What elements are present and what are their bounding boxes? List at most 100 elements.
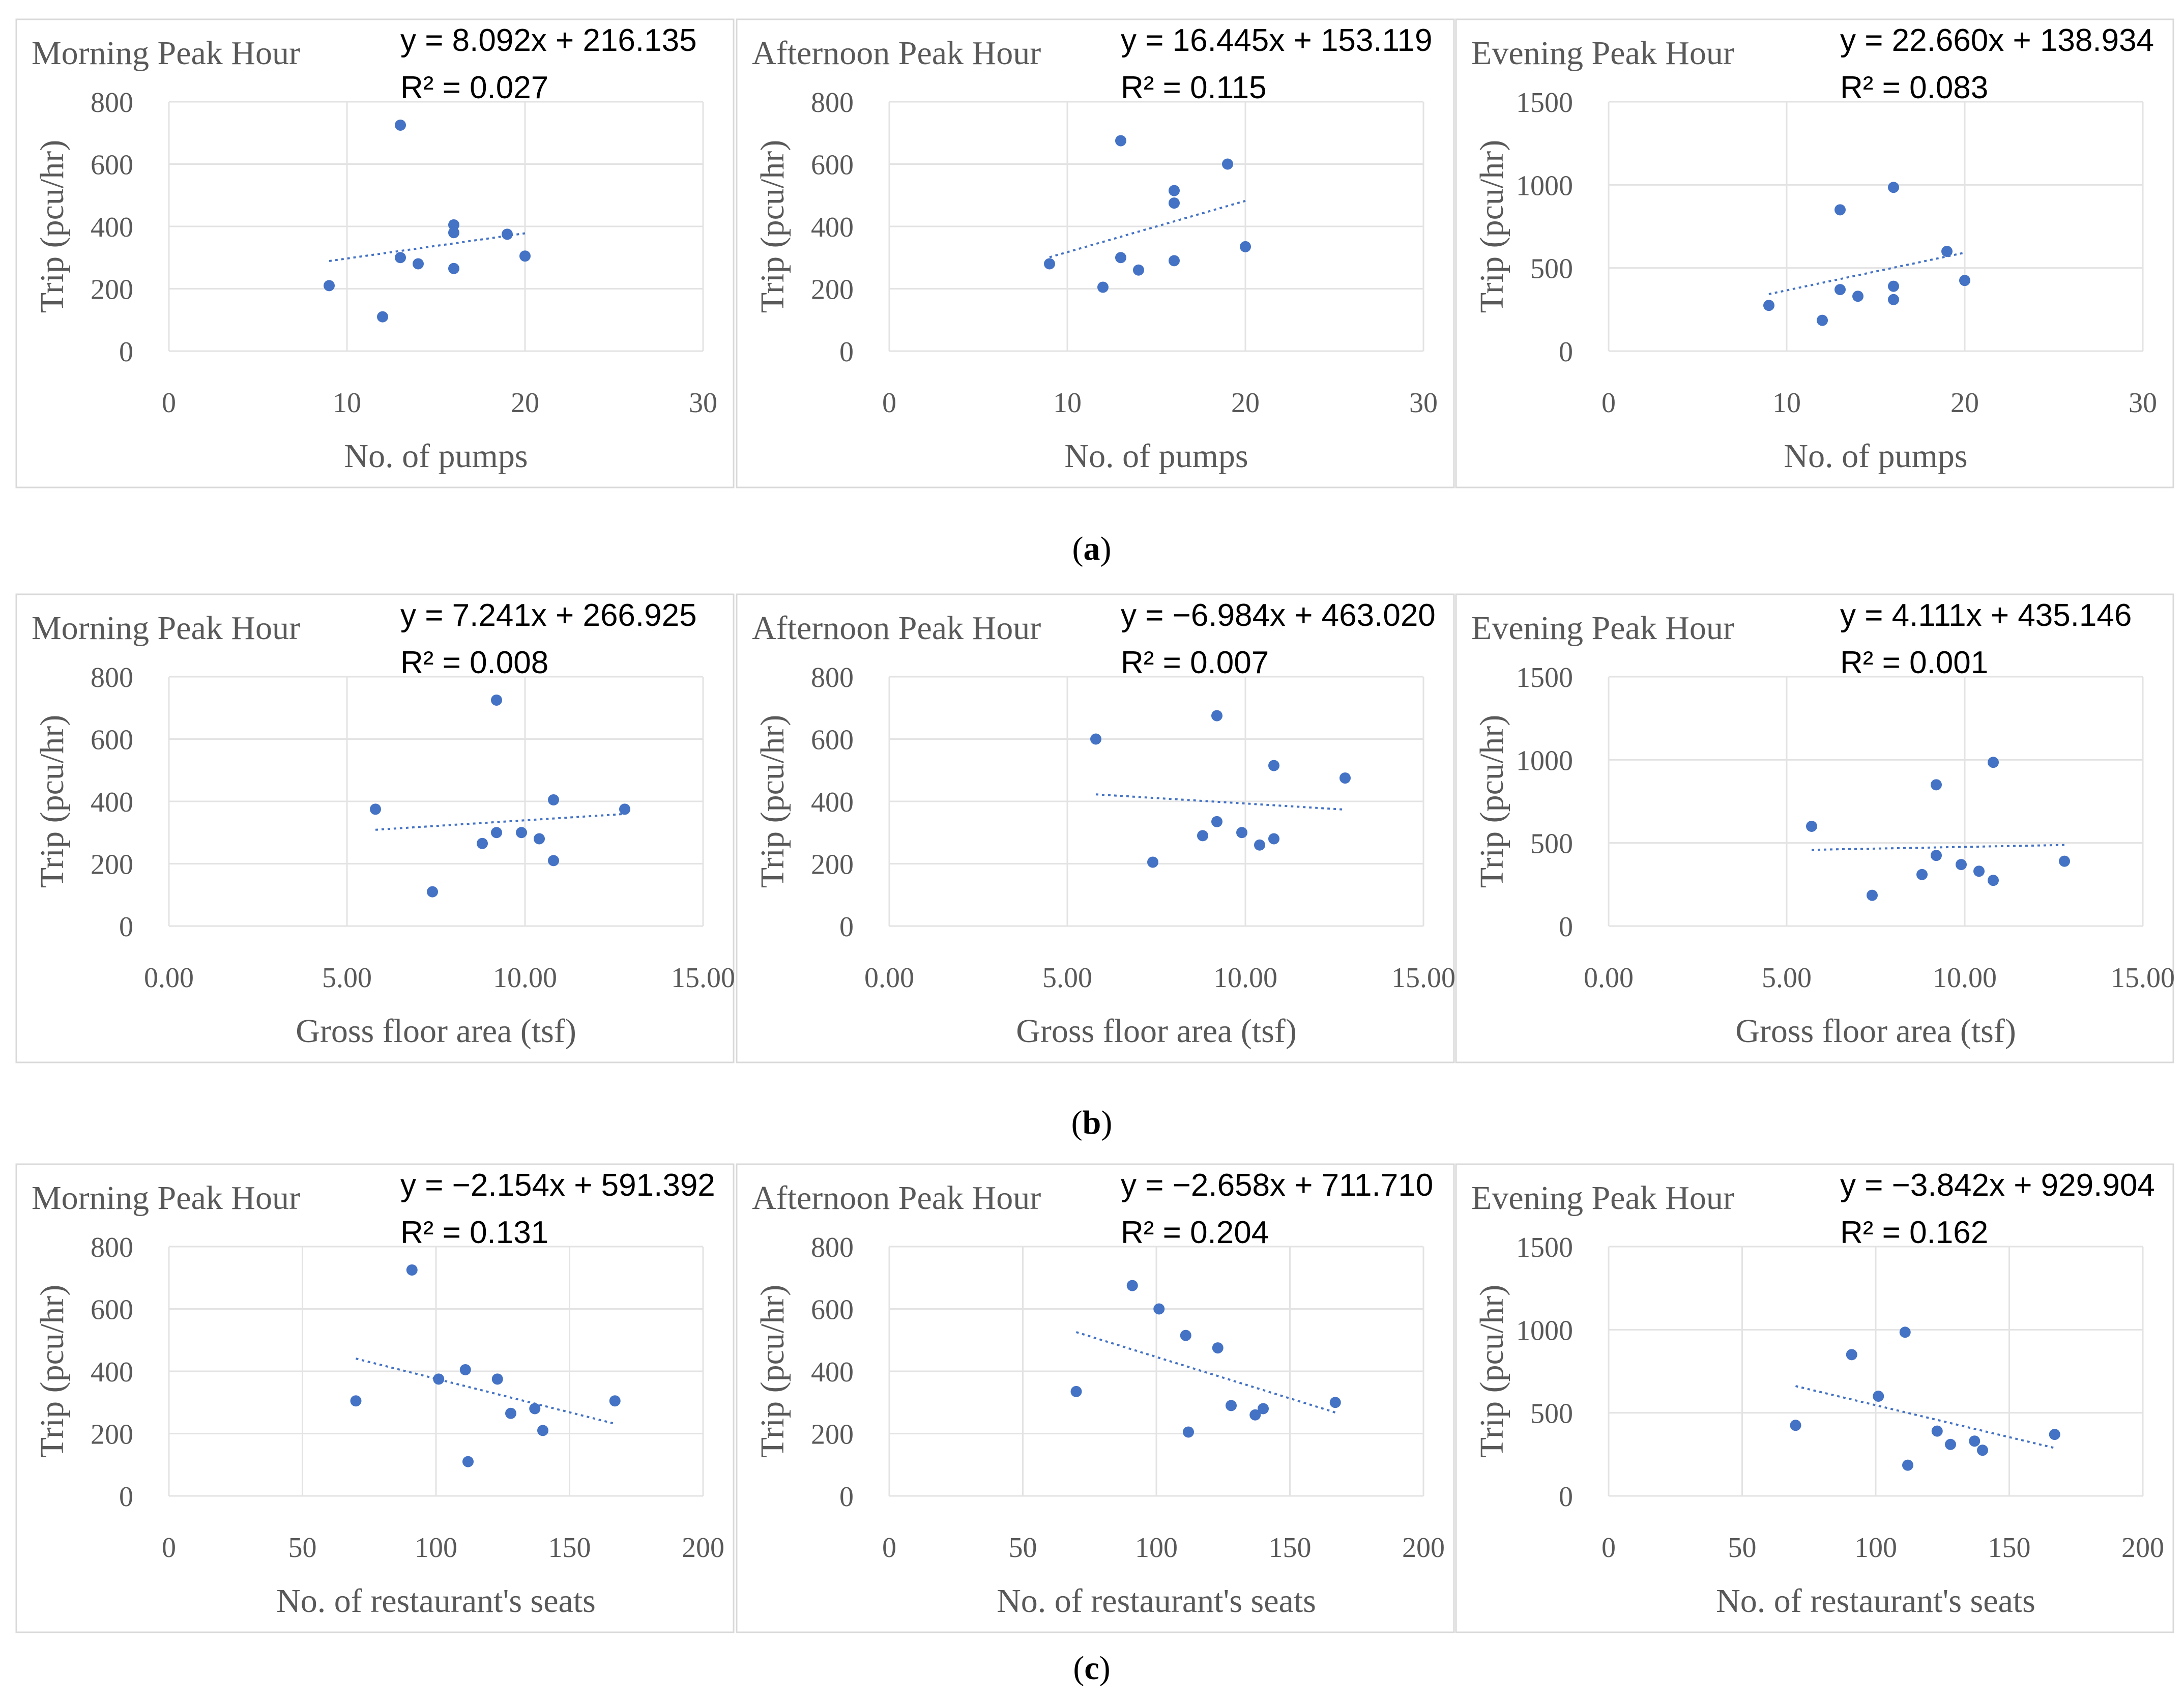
data-point — [350, 1395, 362, 1407]
data-point — [413, 258, 424, 270]
y-tick-label: 600 — [811, 1294, 854, 1326]
data-point — [1115, 252, 1126, 264]
data-point — [1852, 291, 1863, 302]
data-point — [1097, 281, 1109, 293]
x-tick-label: 15.00 — [1391, 962, 1455, 994]
data-point — [1790, 1420, 1801, 1431]
data-point — [1169, 185, 1180, 196]
x-tick-label: 50 — [1728, 1532, 1757, 1564]
data-point — [505, 1407, 516, 1419]
y-tick-label: 500 — [1530, 828, 1573, 860]
y-tick-label: 1500 — [1516, 87, 1573, 119]
data-point — [519, 250, 531, 262]
linear-trendline — [1075, 1331, 1336, 1413]
y-axis-title: Trip (pcu/hr) — [34, 1285, 71, 1458]
y-tick-label: 0 — [839, 1481, 854, 1513]
y-tick-label: 1000 — [1516, 1315, 1573, 1346]
r-squared-label: R² = 0.115 — [1121, 70, 1267, 105]
data-point — [1153, 1303, 1165, 1315]
chart-panel-b-2: 0.00 5.00 10.00 15.00 0 200 400 600 800 Afternoon… — [736, 593, 1455, 1063]
x-axis-title: No. of restaurant's seats — [276, 1582, 596, 1620]
figure-row-b: 0.00 5.00 10.00 15.00 0 200 400 600 800 Morning P… — [15, 593, 2175, 1141]
data-point — [1959, 275, 1970, 286]
y-tick-label: 1500 — [1516, 1232, 1573, 1263]
data-point — [1197, 830, 1208, 842]
x-tick-label: 0 — [162, 387, 176, 419]
data-point — [1931, 779, 1942, 791]
x-axis-title: Gross floor area (tsf) — [296, 1013, 576, 1050]
chart-title: Morning Peak Hour — [32, 35, 300, 72]
chart-panel-c-3: 0 50 100 150 200 0 500 1000 1500 Evening Peak Hou… — [1455, 1163, 2174, 1633]
y-tick-label: 200 — [91, 1419, 133, 1451]
panel-frame — [15, 18, 735, 488]
trendline-equation: y = −3.842x + 929.904 — [1840, 1168, 2155, 1203]
chart-panel-b-3: 0.00 5.00 10.00 15.00 0 500 1000 1500 Evening Pe… — [1455, 593, 2175, 1063]
y-tick-label: 0 — [1559, 911, 1573, 943]
x-tick-label: 15.00 — [671, 962, 735, 994]
data-point — [1183, 1426, 1194, 1438]
data-point — [395, 119, 406, 131]
subfigure-caption: (b) — [1071, 1104, 1113, 1141]
data-point — [1147, 856, 1158, 868]
y-tick-label: 400 — [91, 212, 133, 243]
linear-trendline — [1795, 1385, 2055, 1449]
y-tick-label: 400 — [91, 1357, 133, 1388]
x-tick-label: 100 — [1854, 1532, 1897, 1564]
x-tick-label: 30 — [2129, 387, 2157, 419]
x-tick-label: 30 — [1409, 387, 1438, 419]
data-point — [1211, 816, 1222, 827]
chart-title: Afternoon Peak Hour — [752, 610, 1041, 647]
r-squared-label: R² = 0.083 — [1840, 70, 1988, 105]
y-tick-label: 400 — [811, 787, 854, 818]
chart-panel-a-3: 0 10 20 30 0 500 1000 1500 Evening Peak Hour y = … — [1455, 18, 2174, 488]
trendline-equation: y = 22.660x + 138.934 — [1840, 23, 2154, 58]
data-point — [448, 263, 459, 274]
y-axis-title: Trip (pcu/hr) — [34, 140, 71, 313]
x-axis-title: No. of restaurant's seats — [1716, 1582, 2035, 1620]
y-tick-label: 800 — [91, 1232, 133, 1263]
data-point — [1329, 1397, 1341, 1408]
caption-open-paren: ( — [1071, 1104, 1083, 1141]
r-squared-label: R² = 0.162 — [1840, 1215, 1988, 1250]
data-point — [427, 886, 438, 898]
data-point — [2049, 1429, 2060, 1440]
y-tick-label: 0 — [119, 911, 133, 943]
panel-frame — [736, 593, 1455, 1063]
chart-title: Evening Peak Hour — [1471, 1179, 1734, 1217]
data-point — [529, 1403, 541, 1415]
data-point — [1240, 241, 1251, 252]
data-point — [370, 803, 381, 815]
data-point — [1834, 284, 1846, 296]
trendline-equation: y = 8.092x + 216.135 — [400, 23, 697, 58]
y-tick-label: 800 — [91, 662, 133, 694]
caption-letter: c — [1084, 1650, 1099, 1687]
chart-title: Afternoon Peak Hour — [752, 35, 1041, 72]
y-tick-label: 200 — [811, 1419, 854, 1451]
y-axis-title: Trip (pcu/hr) — [1473, 140, 1510, 313]
data-point — [1806, 821, 1817, 832]
data-point — [1834, 204, 1846, 216]
x-tick-label: 150 — [548, 1532, 591, 1564]
panel-frame — [1455, 18, 2174, 488]
data-point — [1846, 1349, 1857, 1361]
data-point — [1888, 280, 1899, 292]
caption-open-paren: ( — [1072, 530, 1084, 567]
chart-panel-a-1: 0 10 20 30 0 200 400 600 800 Morning Peak Hour y =… — [15, 18, 735, 488]
data-point — [1988, 875, 1999, 886]
x-axis-title: No. of pumps — [1784, 438, 1967, 475]
y-tick-label: 500 — [1530, 253, 1573, 285]
data-point — [1931, 1425, 1943, 1437]
chart-title: Morning Peak Hour — [32, 610, 300, 647]
data-point — [462, 1456, 474, 1467]
data-point — [1941, 246, 1953, 257]
caption-letter: b — [1083, 1104, 1101, 1141]
data-point — [1211, 710, 1222, 722]
data-point — [491, 694, 502, 706]
y-axis-title: Trip (pcu/hr) — [754, 140, 791, 313]
data-point — [1236, 827, 1247, 839]
x-axis-title: Gross floor area (tsf) — [1735, 1013, 2016, 1050]
caption-close-paren: ) — [1099, 1650, 1111, 1687]
x-tick-label: 5.00 — [322, 962, 372, 994]
data-point — [1254, 839, 1265, 851]
data-point — [1133, 264, 1144, 276]
